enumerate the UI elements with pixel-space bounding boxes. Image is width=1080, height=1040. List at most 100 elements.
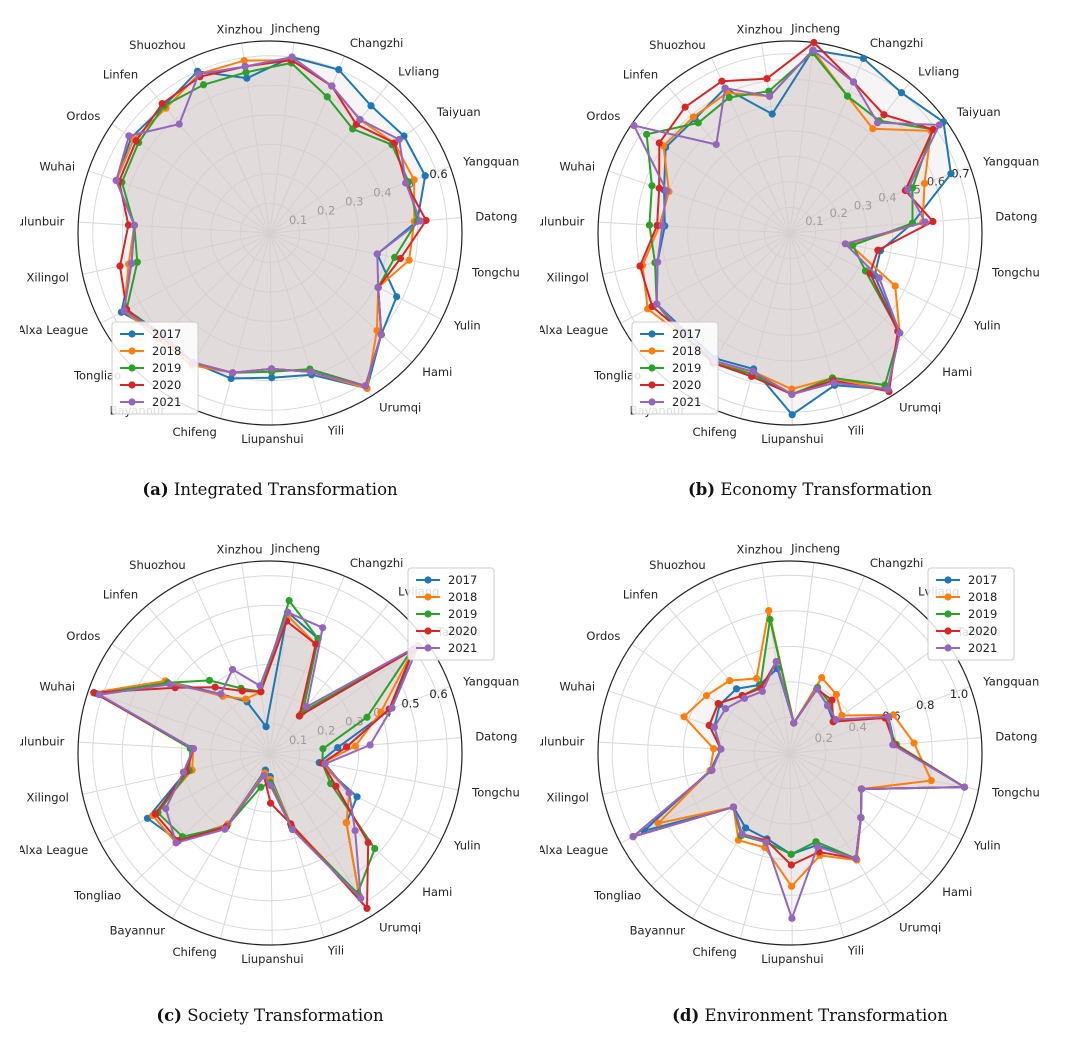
outer-frame	[597, 560, 983, 946]
series-line-2020	[638, 41, 935, 396]
spoke-line	[761, 43, 791, 234]
series-fill	[99, 612, 419, 899]
data-point-2021	[823, 702, 832, 710]
radar-svg-d: 0.20.40.60.81.0XinzhouJinchengChangzhiLv…	[528, 542, 1054, 966]
legend-marker-2019	[128, 364, 136, 372]
category-label: Shuozhou	[649, 38, 706, 52]
grid-circle	[121, 604, 419, 902]
data-point-2020	[90, 689, 98, 697]
data-point-2019	[391, 253, 399, 261]
category-label: Yili	[327, 424, 344, 438]
category-label: Yulin	[973, 319, 1001, 333]
data-point-2021	[256, 682, 264, 690]
radar-chart-society: 0.10.20.30.40.50.6XinzhouJinchengChangzh…	[8, 520, 534, 994]
data-point-2018	[689, 113, 697, 121]
radial-tick-label: 0.7	[951, 167, 969, 181]
grid-circle	[738, 181, 842, 285]
data-point-2020	[655, 139, 663, 147]
spoke-line	[789, 232, 893, 397]
data-point-2021	[166, 680, 174, 688]
data-point-2021	[857, 814, 865, 822]
data-point-2020	[295, 712, 303, 720]
data-point-2019	[285, 596, 293, 605]
data-point-2020	[787, 861, 795, 869]
grid-circle	[687, 130, 893, 336]
radial-tick-label: 0.2	[830, 206, 848, 220]
legend-marker-2020	[944, 627, 952, 635]
series-fill	[116, 57, 426, 389]
data-point-2020	[158, 100, 166, 108]
radial-tick-label: 0.2	[317, 724, 335, 738]
data-point-2021	[189, 745, 197, 753]
category-label: Tongchuan	[991, 266, 1040, 280]
legend-marker-2018	[424, 593, 432, 601]
data-point-2021	[653, 258, 662, 266]
series-fill	[96, 600, 412, 894]
category-label: Urumqi	[899, 921, 941, 935]
data-point-2021	[402, 179, 410, 187]
legend-marker-2019	[648, 364, 656, 372]
data-point-2021	[875, 274, 883, 282]
data-point-2017	[353, 793, 361, 801]
legend-box	[407, 567, 495, 661]
legend-label: 2017	[152, 327, 181, 341]
series-fill	[642, 50, 931, 390]
category-label: Xilingol	[27, 790, 69, 804]
data-point-2021	[921, 218, 929, 226]
data-point-2020	[364, 838, 372, 847]
outer-frame	[597, 40, 983, 426]
data-point-2021	[416, 217, 424, 225]
category-label: Tongchuan	[991, 786, 1040, 800]
data-point-2021	[172, 839, 180, 847]
data-point-2018	[242, 695, 250, 703]
spoke-line	[789, 217, 982, 234]
category-label: Chifeng	[693, 425, 737, 439]
data-point-2020	[151, 810, 159, 818]
legend-label: 2019	[152, 361, 181, 375]
category-label: Taiyuan	[436, 105, 481, 119]
category-label: Chifeng	[173, 945, 217, 959]
spoke-line	[82, 752, 271, 795]
category-label: Alxa League	[20, 323, 88, 337]
data-point-2021	[366, 741, 374, 749]
data-point-2021	[95, 691, 104, 699]
spoke-line	[88, 690, 271, 754]
legend-marker-2017	[424, 576, 432, 584]
radial-tick-label: 0.6	[927, 175, 945, 189]
radial-tick-label: 0.4	[373, 185, 391, 199]
data-point-2020	[312, 640, 320, 648]
category-label: Linfen	[623, 588, 658, 602]
legend-label: 2018	[672, 344, 701, 358]
series-fill	[121, 63, 418, 386]
spoke-line	[78, 741, 271, 754]
caption-d: (d) Environment Transformation	[540, 1006, 1080, 1025]
data-point-2021	[749, 367, 757, 376]
data-point-2019	[787, 850, 795, 858]
data-point-2021	[813, 685, 821, 693]
category-label: Tongchuan	[471, 786, 520, 800]
legend-marker-2020	[424, 627, 432, 635]
spoke-line	[111, 643, 271, 754]
legend-label: 2021	[672, 395, 701, 409]
radial-tick-label: 0.5	[401, 696, 419, 710]
data-point-2021	[357, 894, 365, 902]
data-point-2019	[849, 241, 857, 249]
spoke-line	[269, 686, 451, 754]
legend-marker-2021	[128, 398, 136, 406]
legend-marker-2018	[648, 347, 656, 355]
data-point-2021	[307, 368, 315, 376]
grid-circle	[180, 143, 360, 323]
spoke-line	[269, 232, 442, 320]
data-point-2021	[321, 760, 329, 768]
category-label: Hulunbuir	[20, 214, 65, 228]
legend-label: 2017	[968, 573, 997, 587]
category-label: Yulin	[453, 839, 481, 853]
spoke-line	[241, 563, 271, 754]
data-point-2021	[127, 259, 136, 268]
data-point-2021	[195, 70, 203, 78]
spoke-line	[789, 232, 979, 271]
legend-label: 2020	[672, 378, 701, 392]
legend-label: 2020	[448, 624, 477, 638]
category-label: Liupanshui	[761, 432, 823, 446]
data-point-2019	[648, 182, 656, 190]
